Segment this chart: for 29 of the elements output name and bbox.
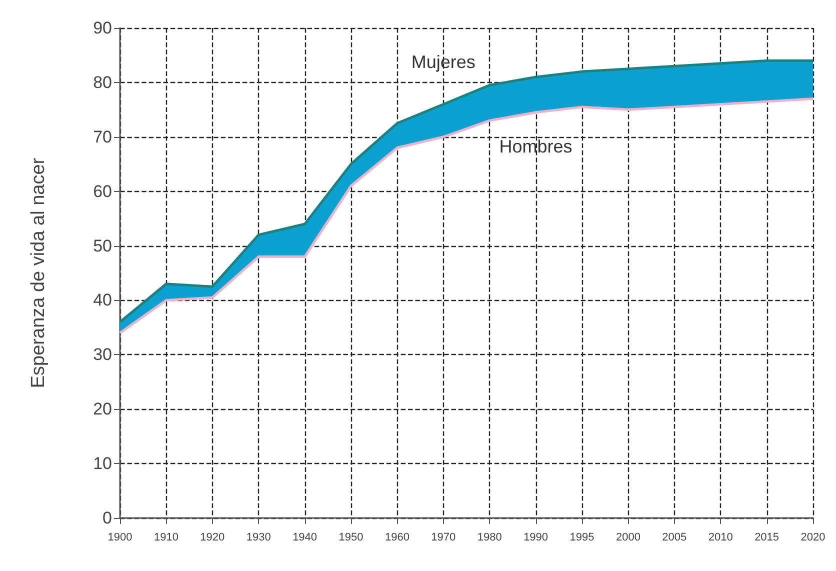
y-tick-label: 70 <box>93 127 112 146</box>
x-tick-label: 1920 <box>200 532 225 544</box>
series-label: Mujeres <box>411 52 476 72</box>
x-tick-label: 1970 <box>431 532 456 544</box>
x-tick-label: 1990 <box>524 532 548 544</box>
x-tick-label: 1980 <box>477 532 502 544</box>
y-tick-label: 60 <box>93 182 112 201</box>
x-tick-label: 1960 <box>384 532 410 544</box>
y-tick-label: 0 <box>102 508 112 528</box>
y-tick-label: 40 <box>93 290 112 310</box>
x-tick-label: 2015 <box>754 532 780 544</box>
x-tick-label: 1950 <box>338 532 364 544</box>
x-tick-label: 1995 <box>570 532 594 544</box>
x-tick-label: 2000 <box>616 532 640 544</box>
y-tick-label: 50 <box>93 236 112 256</box>
x-tick-label: 1910 <box>154 532 178 544</box>
y-axis-title: Esperanza de vida al nacer <box>28 157 49 388</box>
y-tick-label: 90 <box>93 18 112 38</box>
x-tick-label: 2020 <box>800 532 826 544</box>
x-tick-label: 2005 <box>662 532 687 544</box>
y-tick-label: 80 <box>93 72 112 92</box>
y-tick-label: 10 <box>93 454 112 474</box>
x-tick-label: 1930 <box>246 532 271 544</box>
x-tick-label: 1900 <box>108 532 132 544</box>
x-tick-label: 2010 <box>708 532 733 544</box>
series-label: Hombres <box>499 136 572 156</box>
y-tick-label: 30 <box>93 345 112 364</box>
y-tick-label: 20 <box>93 400 112 419</box>
x-tick-label: 1940 <box>292 532 318 544</box>
